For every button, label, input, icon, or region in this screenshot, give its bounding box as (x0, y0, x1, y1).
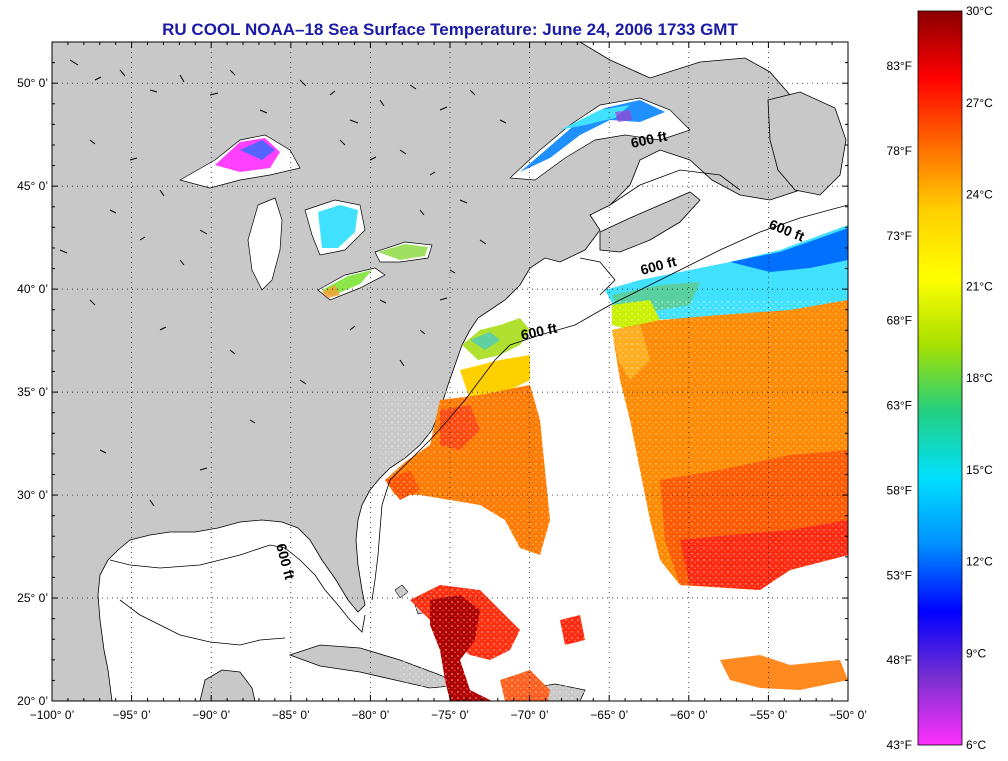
latitude-labels: 20° 0’ 25° 0’ 30° 0’ 35° 0’ 40° 0’ 45° 0’ 50° … (17, 76, 48, 708)
colorbar-fahrenheit-label: 78°F (887, 144, 912, 158)
lon-tick-label: −85° 0’ (272, 708, 310, 722)
colorbar-celsius-label: 27°C (966, 96, 993, 110)
land-nova-scotia (599, 191, 701, 253)
colorbar-labels: 30°C 27°C 24°C 21°C 18°C 15°C 12°C 9°C 6°C 83°F 78… (887, 4, 994, 752)
colorbar-fahrenheit-label: 53°F (887, 568, 912, 582)
land-newfoundland (767, 91, 847, 196)
isobath-label: 600 ft (629, 128, 668, 151)
isobath-label: 600 ft (519, 320, 558, 343)
lon-tick-label: −80° 0’ (351, 708, 389, 722)
lake-michigan (247, 197, 283, 291)
colorbar-celsius-label: 30°C (966, 4, 993, 18)
colorbar-fahrenheit-label: 63°F (887, 399, 912, 413)
lat-tick-label: 40° 0’ (17, 282, 48, 296)
colorbar-celsius-label: 21°C (966, 279, 993, 293)
colorbar-fahrenheit-label: 68°F (887, 314, 912, 328)
colorbar-celsius-label: 9°C (966, 646, 986, 660)
colorbar (917, 10, 963, 746)
lat-tick-label: 25° 0’ (17, 591, 48, 605)
lon-tick-label: −75° 0’ (431, 708, 469, 722)
colorbar-fahrenheit-label: 83°F (887, 59, 912, 73)
colorbar-fahrenheit-label: 73°F (887, 229, 912, 243)
lon-tick-label: −90° 0’ (192, 708, 230, 722)
lat-tick-label: 30° 0’ (17, 488, 48, 502)
map-title: RU COOL NOAA–18 Sea Surface Temperature:… (162, 20, 738, 39)
lon-tick-label: −60° 0’ (670, 708, 708, 722)
lon-tick-label: −95° 0’ (113, 708, 151, 722)
lat-tick-label: 50° 0’ (17, 76, 48, 90)
colorbar-celsius-label: 6°C (966, 738, 986, 752)
lon-tick-label: −65° 0’ (590, 708, 628, 722)
colorbar-fahrenheit-label: 43°F (887, 738, 912, 752)
map-axis-ticks (51, 41, 849, 702)
sst-data (215, 100, 848, 701)
land-yucatan (199, 669, 256, 701)
colorbar-fahrenheit-label: 48°F (887, 653, 912, 667)
colorbar-celsius-label: 24°C (966, 188, 993, 202)
colorbar-celsius-label: 15°C (966, 463, 993, 477)
lon-tick-label: −70° 0’ (511, 708, 549, 722)
lon-tick-label: −100° 0’ (30, 708, 75, 722)
colorbar-fahrenheit-label: 58°F (887, 483, 912, 497)
colorbar-celsius-label: 18°C (966, 371, 993, 385)
lon-tick-label: −55° 0’ (749, 708, 787, 722)
longitude-labels: −100° 0’ −95° 0’ −90° 0’ −85° 0’ −80° 0’ −75°… (30, 708, 867, 722)
coastline-details (59, 59, 507, 507)
lon-tick-label: −50° 0’ (829, 708, 867, 722)
isobath-600ft (109, 169, 848, 646)
lat-tick-label: 35° 0’ (17, 385, 48, 399)
lat-tick-label: 20° 0’ (17, 694, 48, 708)
lat-tick-label: 45° 0’ (17, 179, 48, 193)
colorbar-celsius-label: 12°C (966, 555, 993, 569)
